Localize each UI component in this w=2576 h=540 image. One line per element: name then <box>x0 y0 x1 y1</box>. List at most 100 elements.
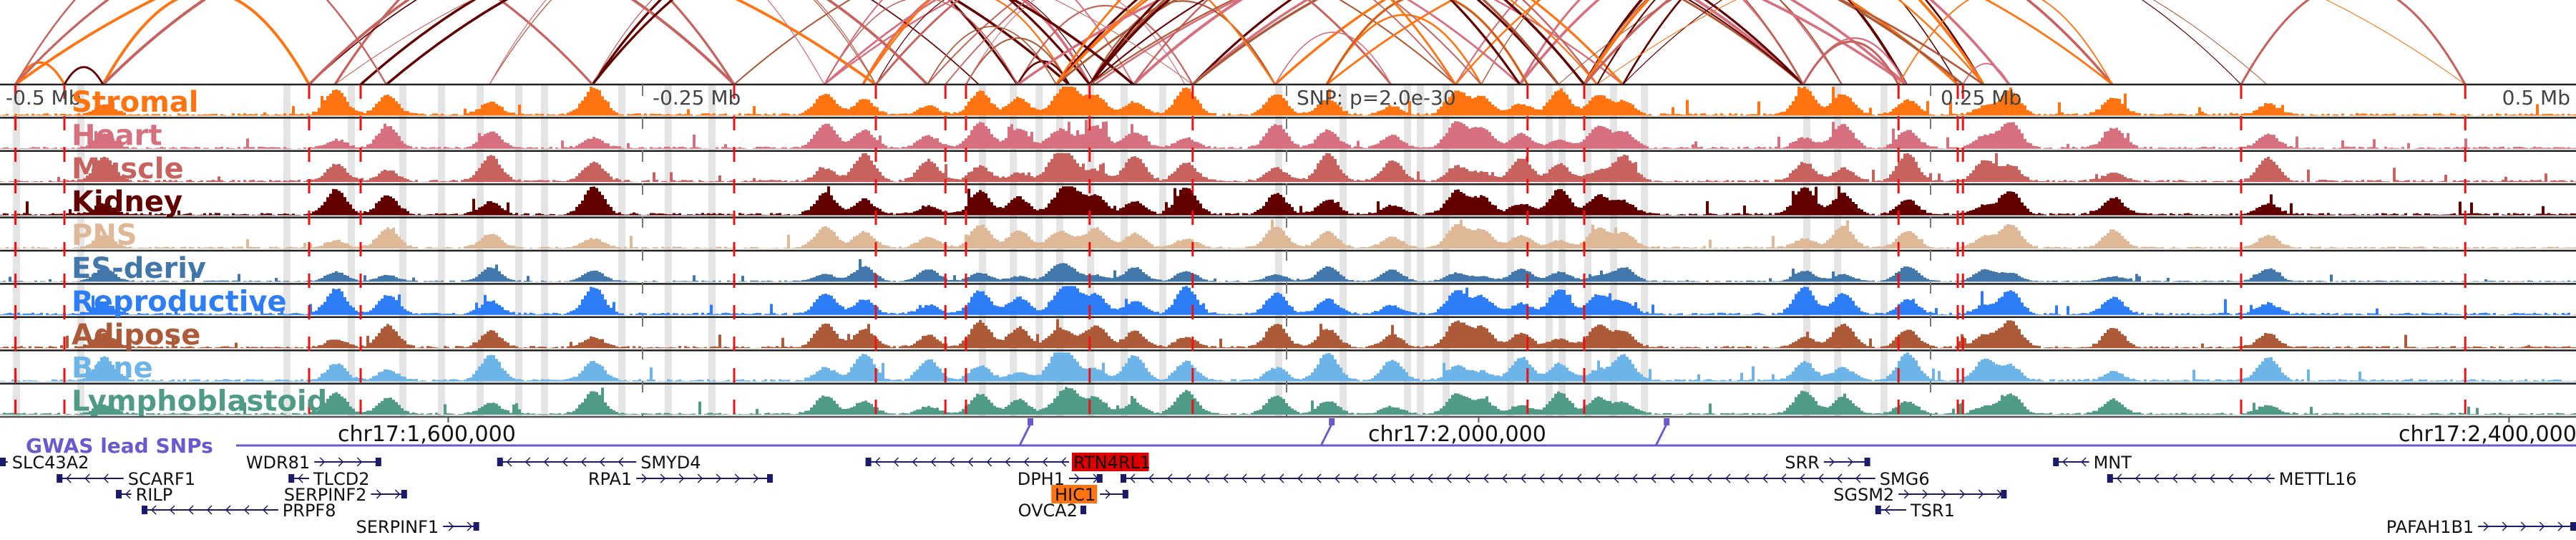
gene-wdr81[interactable]: WDR81 <box>246 453 381 473</box>
strand-reverse-icon <box>1315 473 1322 483</box>
gene-ovca2[interactable]: OVCA2 <box>1018 501 1086 521</box>
gene-tsr1[interactable]: TSR1 <box>1875 501 1955 521</box>
signal-muscle <box>0 153 2576 183</box>
scale-label: -0.5 Mb <box>6 86 81 110</box>
strand-reverse-icon <box>1520 473 1526 483</box>
interaction-arc <box>1596 0 1907 85</box>
interaction-arc <box>14 0 877 86</box>
gene-label: PAFAH1B1 <box>2386 517 2474 537</box>
gene-label: SERPINF2 <box>284 485 367 505</box>
strand-forward-icon <box>1829 457 1835 467</box>
gene-serpinf2[interactable]: SERPINF2 <box>284 485 407 505</box>
strand-reverse-icon <box>2062 457 2068 467</box>
strand-reverse-icon <box>1557 473 1563 483</box>
interaction-arc <box>965 37 1070 85</box>
gene-exon <box>1096 474 1103 483</box>
interaction-arc <box>945 0 1456 85</box>
strand-forward-icon <box>697 473 703 483</box>
track-label-heart: Heart <box>72 119 162 152</box>
interaction-arc <box>1191 0 1908 86</box>
interaction-arc <box>1088 0 1277 85</box>
gene-sgsm2[interactable]: SGSM2 <box>1833 485 2007 505</box>
strand-forward-icon <box>467 521 473 531</box>
gene-exon <box>2107 474 2113 483</box>
gwas-snp-marker[interactable] <box>1329 418 1335 425</box>
interaction-arc <box>385 0 1135 86</box>
gene-exon <box>1121 474 1126 483</box>
gene-serpinf1[interactable]: SERPINF1 <box>356 517 479 537</box>
interaction-arc <box>1326 0 2113 86</box>
signal-pns <box>0 219 2576 249</box>
strand-reverse-icon <box>1042 457 1048 467</box>
gene-rilp[interactable]: RILP <box>116 485 172 505</box>
strand-reverse-icon <box>1023 457 1030 467</box>
gene-rpa1[interactable]: RPA1 <box>588 469 773 489</box>
strand-reverse-icon <box>150 505 157 515</box>
gene-smg6[interactable]: SMG6 <box>1121 469 1930 489</box>
strand-reverse-icon <box>506 457 512 467</box>
signal-es-deriv <box>0 259 2576 282</box>
strand-reverse-icon <box>1483 473 1489 483</box>
signal-reproductive <box>0 286 2576 315</box>
strand-forward-icon <box>1922 489 1928 499</box>
interaction-arc <box>1088 0 1521 85</box>
track-label-es-deriv: ES-deriv <box>72 252 206 285</box>
scale-label: SNP: p=2.0e-30 <box>1297 86 1456 110</box>
gene-label: HIC1 <box>1055 485 1096 505</box>
gene-hic1[interactable]: HIC1 <box>1051 485 1128 505</box>
strand-forward-icon <box>376 489 382 499</box>
gene-label: TLCD2 <box>313 469 370 489</box>
strand-reverse-icon <box>66 473 72 483</box>
strand-forward-icon <box>734 473 741 483</box>
gwas-snp-marker[interactable] <box>1028 418 1033 425</box>
strand-reverse-icon <box>580 457 587 467</box>
strand-reverse-icon <box>2153 473 2160 483</box>
gene-pafah1b1[interactable]: PAFAH1B1 <box>2386 517 2576 537</box>
strand-reverse-icon <box>599 457 605 467</box>
gene-label: RILP <box>136 485 173 505</box>
strand-forward-icon <box>1959 489 1966 499</box>
strand-reverse-icon <box>1780 473 1787 483</box>
strand-reverse-icon <box>967 457 974 467</box>
strand-forward-icon <box>319 457 326 467</box>
interaction-arc <box>824 0 1624 85</box>
gene-mnt[interactable]: MNT <box>2053 453 2132 473</box>
gene-rtn4rl1[interactable]: RTN4RL1 <box>865 453 1151 473</box>
strand-forward-icon <box>2483 521 2489 531</box>
strand-reverse-icon <box>103 473 109 483</box>
interaction-arc <box>333 0 736 85</box>
interaction-arc <box>824 0 1134 85</box>
gwas-snp-marker[interactable] <box>1664 418 1670 425</box>
interaction-arc <box>1596 0 2466 85</box>
track-heart <box>0 120 2576 153</box>
interaction-arc <box>1055 0 1598 85</box>
gene-tlcd2[interactable]: TLCD2 <box>288 469 370 489</box>
gene-scarf1[interactable]: SCARF1 <box>57 469 195 489</box>
gene-exon <box>497 458 503 466</box>
gene-mettl16[interactable]: METTL16 <box>2107 469 2357 489</box>
interaction-arc <box>1802 40 1900 85</box>
strand-reverse-icon <box>1166 473 1173 483</box>
track-labels: StromalHeartMuscleKidneyPNSES-derivRepro… <box>72 86 327 418</box>
gene-prpf8[interactable]: PRPF8 <box>142 501 336 521</box>
strand-reverse-icon <box>1594 473 1601 483</box>
gene-exon <box>142 506 147 514</box>
strand-forward-icon <box>338 457 344 467</box>
strand-forward-icon <box>2557 521 2564 531</box>
gene-smyd4[interactable]: SMYD4 <box>497 453 701 473</box>
strand-reverse-icon <box>1005 457 1011 467</box>
gene-exon <box>375 458 381 466</box>
interaction-arc <box>1055 0 1560 85</box>
interaction-arc <box>927 0 1482 85</box>
gene-slc43a2[interactable]: SLC43A2 <box>0 453 89 473</box>
strand-reverse-icon <box>1762 473 1768 483</box>
signal-stromal <box>0 87 2576 116</box>
interaction-arc <box>2240 0 2467 85</box>
strand-reverse-icon <box>2081 457 2087 467</box>
strand-reverse-icon <box>1613 473 1619 483</box>
signal-heart <box>0 120 2576 149</box>
gene-srr[interactable]: SRR <box>1785 453 1870 473</box>
strand-forward-icon <box>660 473 666 483</box>
strand-reverse-icon <box>949 457 955 467</box>
